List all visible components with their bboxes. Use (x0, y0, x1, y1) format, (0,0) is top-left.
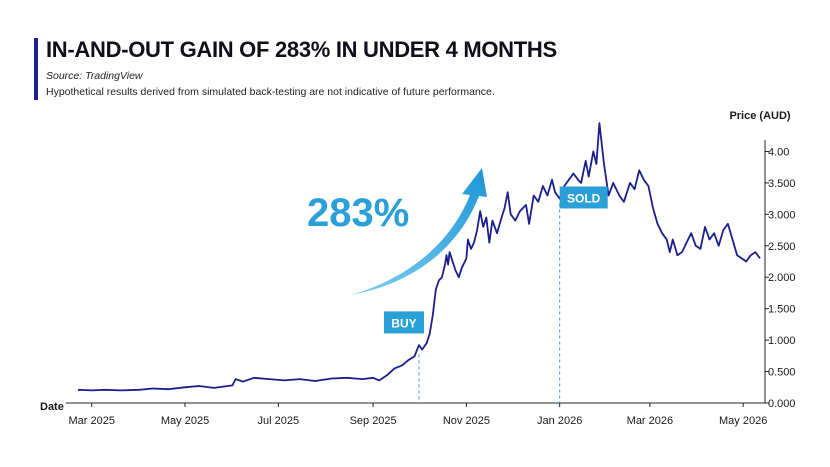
annotations: 283% (307, 168, 561, 403)
x-tick-label: Jan 2026 (537, 415, 582, 427)
y-tick-label: 2.000 (768, 272, 796, 284)
series-layer (77, 122, 761, 392)
buy-tag (384, 311, 424, 334)
x-tick-label: Mar 2026 (627, 415, 673, 427)
y-tick-label: 3.500 (768, 178, 796, 190)
chart-title: IN-AND-OUT GAIN OF 283% IN UNDER 4 MONTH… (46, 37, 557, 62)
source-note: Source: TradingView (46, 70, 143, 82)
title-accent-bar (34, 38, 38, 100)
y-tick-label: 0.000 (768, 398, 796, 410)
axes: Price (AUD) Date 0.000 0.500 1.000 1.500 2.000… (40, 110, 796, 427)
sold-tag-label: SOLD (567, 191, 601, 205)
x-tick-label: May 2025 (161, 415, 209, 427)
x-tick-label: Sep 2025 (350, 415, 397, 427)
x-tick-label: Mar 2025 (69, 415, 115, 427)
y-tick-label: 0.500 (768, 367, 796, 379)
y-axis-title: Price (AUD) (729, 110, 790, 122)
y-tick-label: 1.500 (768, 304, 796, 316)
y-tick-label: 3.000 (768, 209, 796, 221)
sold-tag (559, 186, 608, 209)
gain-arrow (350, 168, 487, 295)
x-tick-label: Jul 2025 (258, 415, 300, 427)
x-tick-label: Nov 2025 (443, 415, 490, 427)
y-tick-label: 1.000 (768, 335, 796, 347)
tag-layer: BUY SOLD (384, 186, 608, 334)
buy-tag-label: BUY (391, 316, 416, 330)
x-axis-title: Date (40, 401, 64, 413)
y-tick-label: 4.00 (768, 146, 789, 158)
price-line (77, 122, 761, 392)
disclaimer-note: Hypothetical results derived from simula… (46, 86, 495, 98)
gain-percent-label: 283% (307, 191, 409, 235)
x-tick-label: May 2026 (719, 415, 767, 427)
y-tick-label: 2.500 (768, 241, 796, 253)
